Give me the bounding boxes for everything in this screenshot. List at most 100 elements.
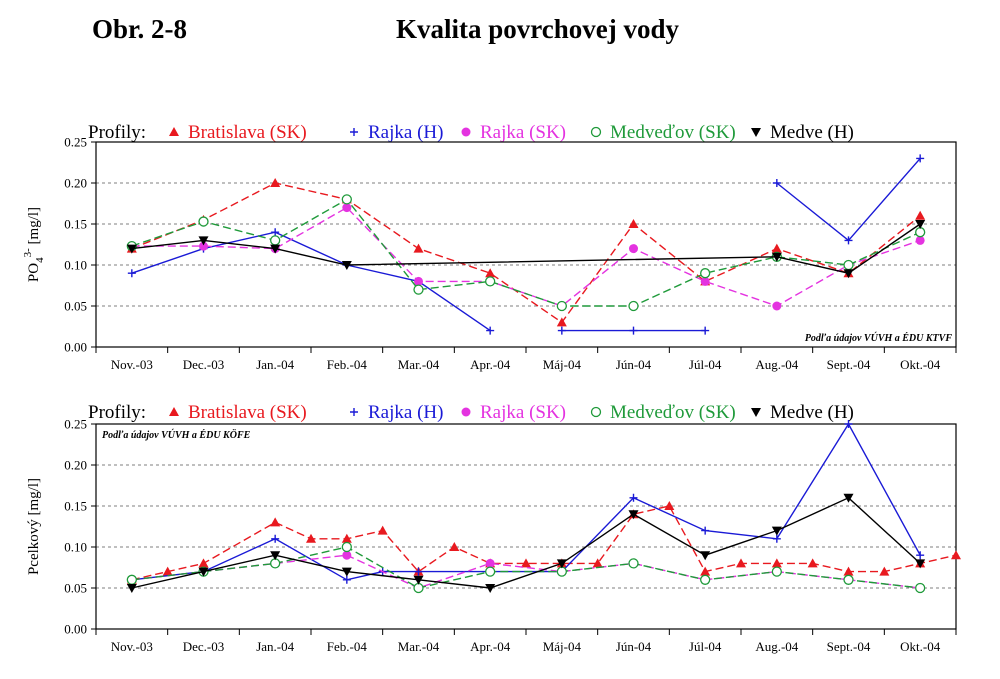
legend-marker-1 — [169, 407, 179, 416]
data-point — [485, 584, 496, 593]
y-tick-label: 0.05 — [64, 299, 87, 314]
x-tick-label: Aug.-04 — [755, 639, 798, 654]
chart-1: 0.00 0.05 0.10 0.15 0.20 0.25 Nov.-03 Dec.-03 Ja… — [22, 135, 957, 372]
source-note: Podľa údajov VÚVH a ÉDU KÖFE — [102, 428, 251, 441]
x-tick-label: Apr.-04 — [470, 357, 511, 372]
data-point — [771, 558, 782, 568]
legend-entry: Rajka (SK) — [480, 402, 566, 423]
legend-entry: Rajka (SK) — [480, 122, 566, 143]
data-point — [485, 566, 496, 577]
data-point — [270, 235, 281, 246]
data-point — [271, 534, 280, 543]
data-point — [772, 301, 782, 311]
data-point — [628, 558, 639, 569]
data-point — [915, 220, 926, 229]
x-tick-label: Máj-04 — [543, 639, 582, 654]
series-line — [131, 198, 921, 307]
x-tick-label: Jún-04 — [616, 639, 652, 654]
y-tick-label: 0.10 — [64, 540, 87, 555]
series-line — [131, 422, 921, 581]
legend-marker-4 — [590, 406, 602, 418]
y-tick-label: 0.15 — [64, 499, 87, 514]
data-point — [414, 567, 423, 576]
data-point — [664, 501, 675, 510]
data-point — [951, 550, 961, 560]
data-point — [342, 550, 352, 560]
data-point — [413, 243, 424, 253]
figure-title: Kvalita povrchovej vody — [396, 14, 679, 44]
data-point — [843, 269, 854, 279]
data-point — [629, 493, 638, 502]
y-axis-label-unit: [mg/l] — [26, 207, 42, 248]
data-point — [198, 558, 209, 568]
y-tick-label: 0.10 — [64, 258, 87, 273]
legend-prefix: Profily: — [88, 402, 146, 423]
data-point — [270, 551, 281, 561]
data-point — [700, 551, 711, 561]
y-axis-label-subscript: 4 — [34, 257, 46, 263]
y-tick-label: 0.15 — [64, 217, 87, 232]
x-tick-label: Okt.-04 — [900, 639, 941, 654]
y-tick-label: 0.00 — [64, 622, 87, 637]
data-point — [377, 525, 388, 535]
data-point — [628, 510, 639, 520]
data-point — [486, 326, 495, 335]
data-point — [198, 236, 209, 246]
y-axis-label: PO43- [mg/l] — [22, 207, 46, 282]
series-2 — [127, 154, 925, 335]
data-point — [771, 252, 782, 262]
x-tick-label: Jan.-04 — [256, 639, 294, 654]
legend-1: Profily: Bratislava (SK) Rajka (H) Rajka (S… — [88, 122, 854, 143]
data-point — [915, 210, 926, 220]
data-point — [342, 203, 352, 213]
data-point — [270, 178, 281, 187]
data-point — [162, 566, 173, 576]
legend-entry: Medveďov (SK) — [610, 402, 736, 423]
data-point — [485, 276, 496, 287]
series-line — [131, 182, 921, 324]
data-point — [771, 243, 782, 253]
data-point — [772, 534, 781, 543]
data-point — [341, 261, 352, 270]
data-point — [270, 517, 281, 527]
data-point — [843, 493, 854, 503]
series-line — [131, 223, 921, 274]
y-axis-label-main: PO — [26, 263, 42, 282]
y-axis-label-main: Pcelkový [mg/l] — [26, 478, 42, 575]
data-point — [270, 558, 281, 569]
legend-marker-4 — [590, 126, 602, 138]
legend-entry: Medveďov (SK) — [610, 122, 736, 143]
data-point — [771, 566, 782, 577]
data-point — [843, 566, 854, 576]
data-point — [915, 227, 926, 238]
data-point — [557, 326, 566, 335]
legend-prefix: Profily: — [88, 122, 146, 143]
data-point — [199, 241, 208, 251]
x-tick-label: Nov.-03 — [111, 357, 153, 372]
legend-entry: Bratislava (SK) — [188, 122, 307, 143]
legend-marker-5 — [751, 408, 761, 417]
y-axis-label: Pcelkový [mg/l] — [26, 478, 42, 575]
legend-entry: Bratislava (SK) — [188, 402, 307, 423]
data-point — [771, 526, 782, 536]
data-point — [342, 575, 351, 584]
series-4 — [126, 541, 926, 594]
x-tick-label: Júl-04 — [689, 357, 722, 372]
x-tick-label: Dec.-03 — [183, 639, 225, 654]
figure-label: Obr. 2-8 — [92, 14, 188, 44]
plot-frame — [95, 141, 957, 348]
data-point — [341, 194, 352, 205]
data-point — [556, 559, 567, 569]
series-4 — [126, 194, 926, 312]
data-point — [629, 244, 638, 254]
x-tick-label: Feb.-04 — [327, 639, 368, 654]
data-point — [449, 542, 460, 551]
data-point — [915, 559, 926, 569]
series-5 — [126, 493, 926, 593]
data-point — [341, 533, 352, 543]
data-point — [485, 558, 495, 568]
data-point — [306, 533, 316, 543]
y-tick-label: 0.20 — [64, 458, 87, 473]
data-point — [915, 235, 925, 245]
legend-marker-2 — [350, 408, 358, 416]
